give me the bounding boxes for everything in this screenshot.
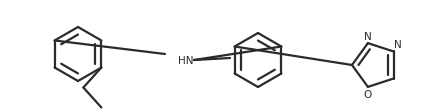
Text: N: N [364,32,372,42]
Text: N: N [394,40,401,50]
Text: HN: HN [178,56,194,65]
Text: O: O [364,89,372,99]
